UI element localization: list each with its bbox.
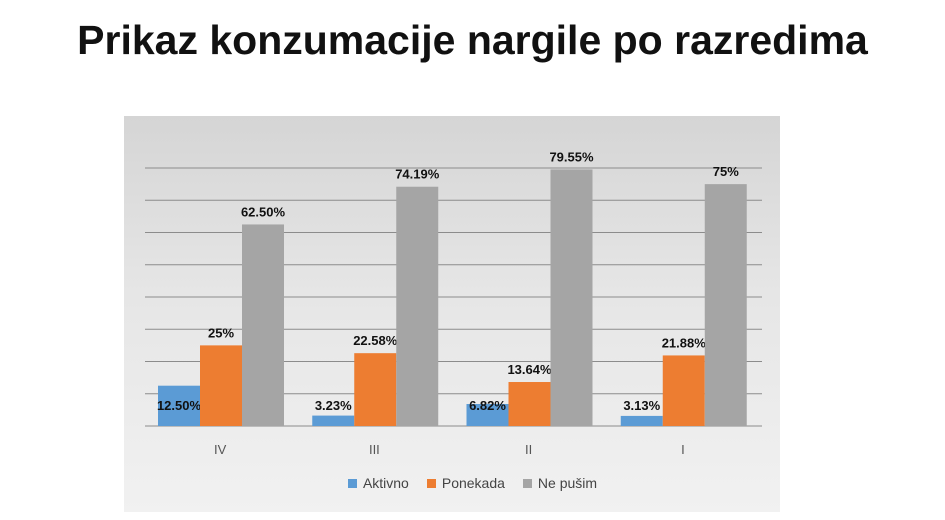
chart-area [124,116,780,512]
data-label: 25% [208,325,234,340]
legend-label-ne-pusim: Ne pušim [537,475,598,491]
legend-swatch-ponekada [426,478,436,488]
bar-ne-pu-im-iv [242,224,284,426]
data-label: 22.58% [353,333,398,348]
data-label: 6.82% [469,398,506,413]
category-label-ii: II [525,442,532,457]
bar-aktivno-iv [158,385,200,426]
bar-ponekada-i [662,355,705,426]
legend-label-aktivno: Aktivno [362,475,409,491]
bar-ponekada-ii [508,382,551,426]
bar-ne-pu-im-i [704,184,747,426]
bar-aktivno-i [620,415,663,426]
bar-ponekada-iii [354,353,397,426]
bar-aktivno-ii [466,404,509,426]
data-label: 62.50% [241,204,286,219]
legend-swatch-ne-pusim [522,478,532,488]
data-label: 3.13% [623,398,660,413]
data-label: 3.23% [315,398,352,413]
bar-ne-pu-im-iii [396,186,439,426]
chart-legend: Aktivno Ponekada Ne pušim [0,475,945,491]
data-label: 75% [713,164,739,179]
legend-item-aktivno: Aktivno [347,475,409,491]
category-label-iii: III [369,442,380,457]
data-label: 74.19% [395,167,440,182]
category-label-i: I [681,442,685,457]
legend-swatch-aktivno [347,478,357,488]
slide-title: Prikaz konzumacije nargile po razredima [77,17,868,63]
category-label-iv: IV [214,442,227,457]
data-label: 79.55% [549,149,594,164]
legend-item-ponekada: Ponekada [426,475,505,491]
bar-aktivno-iii [312,415,355,426]
bar-ponekada-iv [200,345,242,426]
data-label: 21.88% [662,335,707,350]
legend-item-ne-pusim: Ne pušim [522,475,598,491]
data-label: 13.64% [507,362,552,377]
data-label: 12.50% [157,398,202,413]
legend-label-ponekada: Ponekada [441,475,505,491]
bar-ne-pu-im-ii [550,169,593,427]
